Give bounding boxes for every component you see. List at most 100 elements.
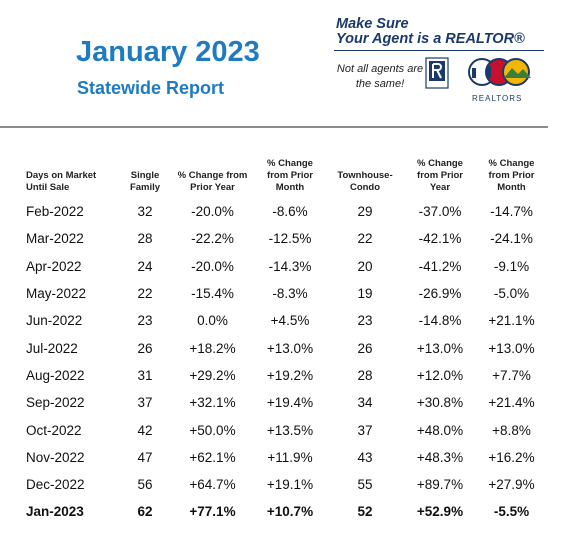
table-cell: -12.5%: [268, 231, 312, 247]
table-cell: +50.0%: [189, 422, 236, 438]
table-cell: -37.0%: [418, 204, 462, 220]
table-cell: Jun-2022: [26, 313, 83, 329]
table-cell: +52.9%: [416, 504, 464, 520]
table-cell: Mar-2022: [26, 231, 84, 247]
table-cell: -20.0%: [191, 204, 234, 220]
table-cell: +13.0%: [266, 340, 314, 356]
table-row: Oct-2022 42 +50.0% +13.5% 37 +48.0% +8.8%: [0, 416, 548, 443]
table-row: Jun-2022 23 0.0% +4.5% 23 -14.8% +21.1%: [0, 307, 548, 334]
table-cell: 32: [137, 204, 153, 220]
table-cell: Sep-2022: [26, 395, 85, 411]
table-cell: -26.9%: [418, 286, 462, 302]
report-title: January 2023: [76, 36, 260, 68]
table-row: Jul-2022 26 +18.2% +13.0% 26 +13.0% +13.0%: [0, 334, 548, 361]
table-row: Nov-2022 47 +62.1% +11.9% 43 +48.3% +16.2%: [0, 444, 548, 471]
table-cell: May-2022: [26, 286, 87, 302]
table-row: Sep-2022 37 +32.1% +19.4% 34 +30.8% +21.4%: [0, 389, 548, 416]
table-cell: +48.3%: [416, 449, 464, 465]
table-row: Mar-2022 28 -22.2% -12.5% 22 -42.1% -24.1%: [0, 225, 548, 252]
table-cell: 52: [357, 504, 373, 520]
table-cell: 23: [137, 313, 153, 329]
table-cell: +21.1%: [488, 313, 535, 329]
logos: [425, 57, 531, 89]
table-cell: 0.0%: [197, 313, 228, 329]
table-cell: Jul-2022: [26, 340, 78, 356]
table-cell: Oct-2022: [26, 422, 82, 438]
table-cell: Nov-2022: [26, 449, 85, 465]
table-cell: 56: [137, 477, 153, 493]
table-cell: +62.1%: [189, 449, 236, 465]
table-cell: 47: [137, 449, 153, 465]
table-cell: +27.9%: [488, 477, 535, 493]
table-cell: -5.0%: [493, 286, 530, 302]
table-cell: +48.0%: [416, 422, 464, 438]
tagline: Not all agents are the same!: [336, 63, 424, 90]
table-cell: Dec-2022: [26, 477, 85, 493]
table-cell: Jan-2023: [26, 504, 84, 520]
table-cell: 29: [357, 204, 373, 220]
table-cell: 55: [357, 477, 373, 493]
table-cell: +21.4%: [488, 395, 535, 411]
stats-table: Days on Market Until Sale Single Family % …: [0, 146, 548, 526]
table-cell: +32.1%: [189, 395, 236, 411]
table-cell: +4.5%: [270, 313, 310, 329]
table-cell: -9.1%: [493, 258, 530, 274]
report-subtitle: Statewide Report: [77, 78, 225, 98]
table-cell: 62: [137, 504, 153, 520]
table-cell: +19.4%: [266, 395, 314, 411]
table-cell: 31: [137, 367, 153, 383]
table-cell: 28: [357, 367, 373, 383]
table-row: Jan-2023 62 +77.1% +10.7% 52 +52.9% -5.5%: [0, 498, 548, 525]
column-header: % Change from Prior Year: [177, 170, 248, 193]
table-cell: 28: [137, 231, 153, 247]
promo-line: Make Sure: [336, 16, 409, 32]
table-cell: 26: [137, 340, 153, 356]
table-cell: +8.8%: [492, 422, 531, 438]
table-cell: +19.2%: [266, 367, 314, 383]
table-cell: 24: [137, 258, 153, 274]
table-cell: 34: [357, 395, 373, 411]
promo-line: Your Agent is a REALTOR®: [336, 31, 525, 47]
table-row: Apr-2022 24 -20.0% -14.3% 20 -41.2% -9.1%: [0, 253, 548, 280]
header-row: Days on Market Until Sale Single Family % …: [0, 146, 548, 198]
promo-rule: [334, 50, 544, 51]
table-cell: +30.8%: [416, 395, 464, 411]
table-cell: Feb-2022: [26, 204, 84, 220]
table-cell: -42.1%: [418, 231, 462, 247]
table-cell: -8.3%: [272, 286, 308, 302]
table-cell: +13.5%: [266, 422, 314, 438]
column-header: % Change from Prior Year: [417, 158, 463, 193]
table-cell: +12.0%: [416, 367, 464, 383]
table-cell: -14.3%: [268, 258, 312, 274]
table-cell: 22: [137, 286, 153, 302]
table-cell: 37: [357, 422, 373, 438]
table-cell: +19.1%: [266, 477, 314, 493]
table-cell: -22.2%: [191, 231, 234, 247]
table-cell: +13.0%: [416, 340, 464, 356]
divider: [0, 126, 548, 128]
table-row: Aug-2022 31 +29.2% +19.2% 28 +12.0% +7.7%: [0, 362, 548, 389]
realtor-logo-r: [432, 63, 442, 79]
column-header: Single Family: [129, 170, 161, 193]
table-cell: +64.7%: [189, 477, 236, 493]
table-cell: 26: [357, 340, 373, 356]
table-cell: 23: [357, 313, 373, 329]
table-cell: +89.7%: [416, 477, 464, 493]
table-cell: +18.2%: [189, 340, 236, 356]
column-header: Townhouse-Condo: [337, 170, 393, 193]
table-cell: 43: [357, 449, 373, 465]
table-row: May-2022 22 -15.4% -8.3% 19 -26.9% -5.0%: [0, 280, 548, 307]
column-header: % Change from Prior Month: [267, 158, 313, 193]
table-body: Feb-2022 32 -20.0% -8.6% 29 -37.0% -14.7% Mar-2…: [0, 198, 548, 526]
table-cell: -8.6%: [272, 204, 308, 220]
table-cell: +13.0%: [488, 340, 535, 356]
column-header: % Change from Prior Month: [488, 158, 535, 193]
table-cell: -41.2%: [418, 258, 462, 274]
table-cell: -20.0%: [191, 258, 234, 274]
table-cell: +29.2%: [189, 367, 236, 383]
table-cell: +7.7%: [492, 367, 531, 383]
car-logo-mountains: [504, 68, 531, 78]
table-cell: +16.2%: [488, 449, 535, 465]
table-cell: Apr-2022: [26, 258, 82, 274]
